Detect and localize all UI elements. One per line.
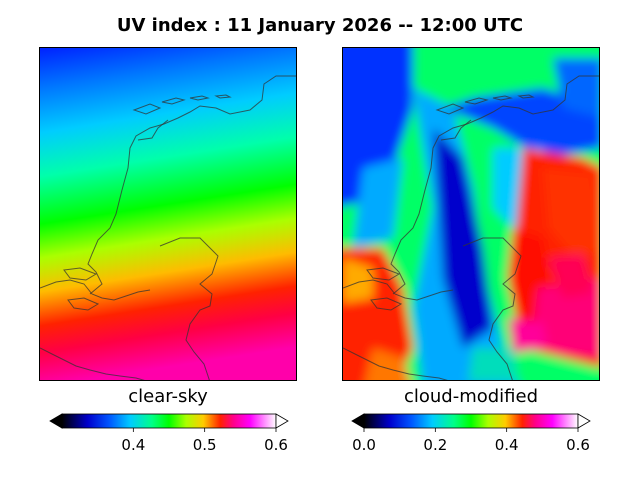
clear-sky-label: clear-sky	[128, 386, 208, 407]
colorbar-min-arrow	[351, 413, 365, 429]
colorbar-tick-label: 0.2	[423, 436, 448, 454]
uv-field	[343, 48, 599, 380]
colorbar-min-arrow	[49, 413, 63, 429]
page-title: UV index : 11 January 2026 -- 12:00 UTC	[116, 15, 524, 36]
colorbar-max-arrow	[577, 413, 591, 429]
cloud-modified-colorbar	[351, 413, 591, 432]
colorbar-max-arrow	[275, 413, 289, 429]
colorbar-tick-label: 0.0	[352, 436, 376, 454]
colorbar-tick-label: 0.4	[494, 436, 519, 454]
cloud-modified-label: cloud-modified	[403, 386, 539, 407]
colorbar-tick-label: 0.6	[566, 436, 590, 454]
coastline-outline	[40, 75, 296, 380]
colorbar-tick-label: 0.4	[121, 436, 146, 454]
cloud-modified-map	[342, 47, 600, 381]
clear-sky-colorbar	[49, 413, 289, 432]
uv-field	[40, 48, 296, 380]
colorbar-gradient	[61, 413, 277, 429]
colorbar-gradient	[363, 413, 579, 429]
clear-sky-map	[39, 47, 297, 381]
colorbar-tick-label: 0.5	[192, 436, 217, 454]
colorbar-tick-label: 0.6	[264, 436, 288, 454]
coastline-outline	[343, 75, 599, 380]
